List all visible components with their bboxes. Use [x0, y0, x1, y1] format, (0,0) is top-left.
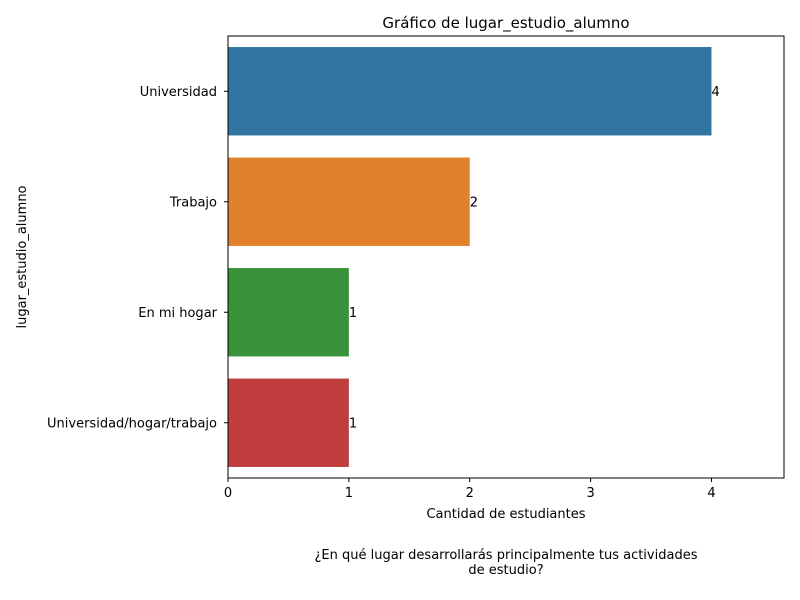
x-tick-label-2: 2	[466, 486, 474, 501]
bar-value-label-0: 4	[711, 85, 719, 100]
y-tick-label-3: Universidad/hogar/trabajo	[47, 416, 217, 431]
x-axis-ticks: 0 1 2 3 4	[224, 478, 716, 501]
bar-2	[228, 268, 349, 357]
bar-value-label-1: 2	[470, 195, 478, 210]
chart-caption: ¿En qué lugar desarrollarás principalmen…	[256, 548, 756, 578]
bar-chart: Gráfico de lugar_estudio_alumno 4 2 1 1 Uni…	[15, 14, 785, 522]
bar-value-label-3: 1	[349, 416, 357, 431]
caption-line-2: de estudio?	[468, 563, 544, 578]
y-tick-label-1: Trabajo	[169, 195, 217, 210]
x-axis-label: Cantidad de estudiantes	[426, 507, 585, 522]
bar-1	[228, 157, 470, 246]
bar-labels-group: 4 2 1 1	[349, 85, 720, 432]
bar-value-label-2: 1	[349, 306, 357, 321]
x-tick-label-4: 4	[707, 486, 715, 501]
bar-0	[228, 47, 712, 136]
bar-3	[228, 378, 349, 467]
y-tick-label-2: En mi hogar	[138, 306, 217, 321]
x-tick-label-1: 1	[345, 486, 353, 501]
y-axis-label: lugar_estudio_alumno	[15, 185, 30, 328]
plot-frame	[227, 35, 785, 479]
caption-line-1: ¿En qué lugar desarrollarás principalmen…	[314, 548, 698, 563]
chart-title: Gráfico de lugar_estudio_alumno	[382, 14, 629, 33]
bars-group	[228, 47, 712, 467]
x-tick-label-0: 0	[224, 486, 232, 501]
y-axis-ticks: Universidad Trabajo En mi hogar Universidad…	[47, 85, 228, 431]
x-tick-label-3: 3	[586, 486, 594, 501]
y-tick-label-0: Universidad	[140, 85, 217, 100]
